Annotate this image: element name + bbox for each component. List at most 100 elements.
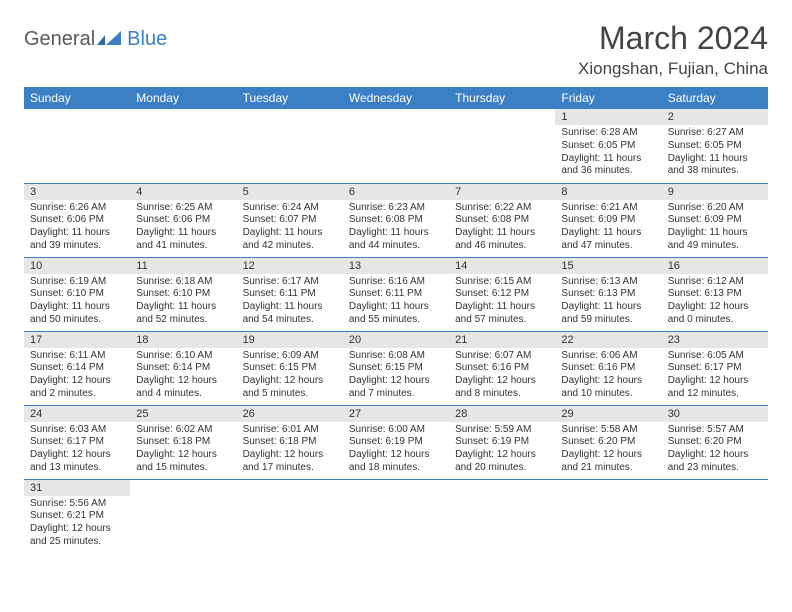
calendar-day-cell: 23Sunrise: 6:05 AMSunset: 6:17 PMDayligh…	[662, 331, 768, 405]
sunrise-text: Sunrise: 6:01 AM	[243, 424, 337, 437]
sunrise-text: Sunrise: 6:23 AM	[349, 202, 443, 215]
day-number: 25	[130, 406, 236, 422]
daylight-text: Daylight: 11 hours and 46 minutes.	[455, 227, 549, 253]
daylight-text: Daylight: 11 hours and 57 minutes.	[455, 301, 549, 327]
calendar-day-cell: 24Sunrise: 6:03 AMSunset: 6:17 PMDayligh…	[24, 405, 130, 479]
day-details: Sunrise: 6:10 AMSunset: 6:14 PMDaylight:…	[130, 348, 236, 404]
day-number	[130, 480, 236, 496]
calendar-day-cell: 6Sunrise: 6:23 AMSunset: 6:08 PMDaylight…	[343, 183, 449, 257]
daylight-text: Daylight: 12 hours and 12 minutes.	[668, 375, 762, 401]
sunrise-text: Sunrise: 6:09 AM	[243, 350, 337, 363]
day-number	[662, 480, 768, 496]
calendar-day-cell	[555, 479, 661, 553]
day-number: 28	[449, 406, 555, 422]
title-block: March 2024 Xiongshan, Fujian, China	[578, 20, 768, 79]
calendar-day-cell	[24, 109, 130, 183]
sunset-text: Sunset: 6:18 PM	[243, 436, 337, 449]
month-title: March 2024	[578, 20, 768, 57]
sunset-text: Sunset: 6:11 PM	[243, 288, 337, 301]
sunset-text: Sunset: 6:05 PM	[668, 140, 762, 153]
calendar-day-cell: 30Sunrise: 5:57 AMSunset: 6:20 PMDayligh…	[662, 405, 768, 479]
weekday-header: Monday	[130, 87, 236, 109]
calendar-day-cell: 17Sunrise: 6:11 AMSunset: 6:14 PMDayligh…	[24, 331, 130, 405]
day-details: Sunrise: 5:58 AMSunset: 6:20 PMDaylight:…	[555, 422, 661, 478]
daylight-text: Daylight: 12 hours and 23 minutes.	[668, 449, 762, 475]
daylight-text: Daylight: 12 hours and 2 minutes.	[30, 375, 124, 401]
sunrise-text: Sunrise: 6:24 AM	[243, 202, 337, 215]
calendar-day-cell: 10Sunrise: 6:19 AMSunset: 6:10 PMDayligh…	[24, 257, 130, 331]
day-number	[130, 109, 236, 125]
daylight-text: Daylight: 12 hours and 4 minutes.	[136, 375, 230, 401]
calendar-day-cell: 19Sunrise: 6:09 AMSunset: 6:15 PMDayligh…	[237, 331, 343, 405]
weekday-header: Wednesday	[343, 87, 449, 109]
sunset-text: Sunset: 6:07 PM	[243, 214, 337, 227]
sunrise-text: Sunrise: 6:18 AM	[136, 276, 230, 289]
calendar-day-cell: 15Sunrise: 6:13 AMSunset: 6:13 PMDayligh…	[555, 257, 661, 331]
day-number: 30	[662, 406, 768, 422]
calendar-day-cell: 1Sunrise: 6:28 AMSunset: 6:05 PMDaylight…	[555, 109, 661, 183]
day-number: 23	[662, 332, 768, 348]
sunset-text: Sunset: 6:19 PM	[455, 436, 549, 449]
daylight-text: Daylight: 12 hours and 8 minutes.	[455, 375, 549, 401]
day-details: Sunrise: 6:08 AMSunset: 6:15 PMDaylight:…	[343, 348, 449, 404]
day-details: Sunrise: 6:07 AMSunset: 6:16 PMDaylight:…	[449, 348, 555, 404]
calendar-day-cell	[449, 109, 555, 183]
daylight-text: Daylight: 11 hours and 50 minutes.	[30, 301, 124, 327]
day-details: Sunrise: 6:01 AMSunset: 6:18 PMDaylight:…	[237, 422, 343, 478]
day-details: Sunrise: 6:27 AMSunset: 6:05 PMDaylight:…	[662, 125, 768, 181]
daylight-text: Daylight: 12 hours and 17 minutes.	[243, 449, 337, 475]
day-details: Sunrise: 6:20 AMSunset: 6:09 PMDaylight:…	[662, 200, 768, 256]
day-number: 11	[130, 258, 236, 274]
calendar-day-cell: 29Sunrise: 5:58 AMSunset: 6:20 PMDayligh…	[555, 405, 661, 479]
sunset-text: Sunset: 6:15 PM	[243, 362, 337, 375]
calendar-day-cell	[343, 479, 449, 553]
calendar-day-cell: 28Sunrise: 5:59 AMSunset: 6:19 PMDayligh…	[449, 405, 555, 479]
calendar-day-cell: 31Sunrise: 5:56 AMSunset: 6:21 PMDayligh…	[24, 479, 130, 553]
daylight-text: Daylight: 12 hours and 15 minutes.	[136, 449, 230, 475]
day-number	[449, 109, 555, 125]
day-number	[555, 480, 661, 496]
daylight-text: Daylight: 11 hours and 41 minutes.	[136, 227, 230, 253]
day-details: Sunrise: 6:21 AMSunset: 6:09 PMDaylight:…	[555, 200, 661, 256]
sunset-text: Sunset: 6:15 PM	[349, 362, 443, 375]
day-number: 10	[24, 258, 130, 274]
sunrise-text: Sunrise: 6:22 AM	[455, 202, 549, 215]
day-details: Sunrise: 6:24 AMSunset: 6:07 PMDaylight:…	[237, 200, 343, 256]
day-details: Sunrise: 6:16 AMSunset: 6:11 PMDaylight:…	[343, 274, 449, 330]
calendar-day-cell	[343, 109, 449, 183]
sunrise-text: Sunrise: 6:11 AM	[30, 350, 124, 363]
day-details: Sunrise: 6:13 AMSunset: 6:13 PMDaylight:…	[555, 274, 661, 330]
day-details: Sunrise: 5:59 AMSunset: 6:19 PMDaylight:…	[449, 422, 555, 478]
calendar-day-cell: 12Sunrise: 6:17 AMSunset: 6:11 PMDayligh…	[237, 257, 343, 331]
sunset-text: Sunset: 6:08 PM	[455, 214, 549, 227]
sunset-text: Sunset: 6:10 PM	[136, 288, 230, 301]
daylight-text: Daylight: 12 hours and 21 minutes.	[561, 449, 655, 475]
sunrise-text: Sunrise: 6:17 AM	[243, 276, 337, 289]
daylight-text: Daylight: 11 hours and 49 minutes.	[668, 227, 762, 253]
sunrise-text: Sunrise: 6:03 AM	[30, 424, 124, 437]
sunset-text: Sunset: 6:09 PM	[561, 214, 655, 227]
calendar-day-cell	[130, 479, 236, 553]
day-number	[343, 109, 449, 125]
calendar-day-cell	[130, 109, 236, 183]
daylight-text: Daylight: 11 hours and 39 minutes.	[30, 227, 124, 253]
day-number	[343, 480, 449, 496]
calendar-day-cell: 22Sunrise: 6:06 AMSunset: 6:16 PMDayligh…	[555, 331, 661, 405]
day-number: 26	[237, 406, 343, 422]
day-number: 14	[449, 258, 555, 274]
day-details: Sunrise: 6:05 AMSunset: 6:17 PMDaylight:…	[662, 348, 768, 404]
sunset-text: Sunset: 6:10 PM	[30, 288, 124, 301]
daylight-text: Daylight: 12 hours and 0 minutes.	[668, 301, 762, 327]
day-number: 24	[24, 406, 130, 422]
daylight-text: Daylight: 12 hours and 10 minutes.	[561, 375, 655, 401]
sunset-text: Sunset: 6:06 PM	[30, 214, 124, 227]
sunrise-text: Sunrise: 6:07 AM	[455, 350, 549, 363]
daylight-text: Daylight: 11 hours and 44 minutes.	[349, 227, 443, 253]
day-details: Sunrise: 5:56 AMSunset: 6:21 PMDaylight:…	[24, 496, 130, 552]
day-number: 12	[237, 258, 343, 274]
logo-text-general: General	[24, 28, 95, 51]
day-number: 8	[555, 184, 661, 200]
day-details: Sunrise: 6:06 AMSunset: 6:16 PMDaylight:…	[555, 348, 661, 404]
sunset-text: Sunset: 6:17 PM	[30, 436, 124, 449]
calendar-week-row: 1Sunrise: 6:28 AMSunset: 6:05 PMDaylight…	[24, 109, 768, 183]
